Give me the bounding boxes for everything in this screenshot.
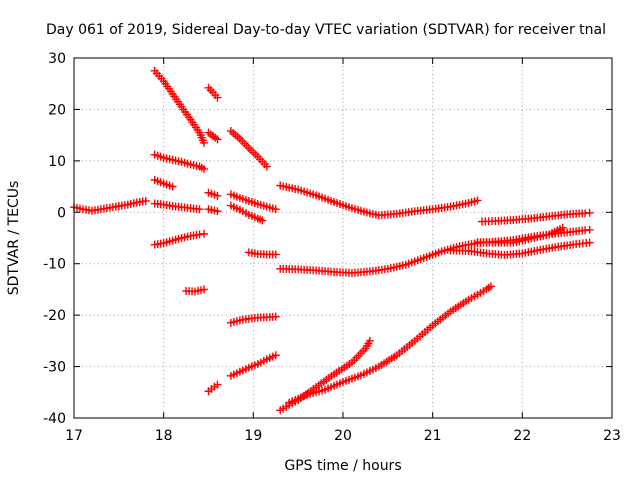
- series-arc1: [70, 196, 150, 215]
- data-point: [558, 223, 567, 232]
- data-point: [365, 336, 374, 345]
- series-arc13: [226, 127, 271, 171]
- series-arc9: [204, 128, 222, 144]
- data-point: [486, 282, 495, 291]
- series-arc19: [276, 181, 482, 220]
- y-tick-label: 20: [48, 102, 66, 118]
- y-tick-label: -10: [43, 257, 66, 273]
- x-tick-label: 23: [603, 428, 621, 444]
- y-tick-label: 30: [48, 51, 66, 67]
- data-point: [213, 191, 222, 200]
- series-arc17: [226, 312, 280, 327]
- series-arc11: [204, 205, 222, 216]
- series-arc16: [244, 248, 280, 259]
- series-arc4: [150, 175, 177, 191]
- x-tick-label: 17: [65, 428, 83, 444]
- series-arc23: [477, 208, 594, 226]
- y-tick-label: -40: [43, 411, 66, 427]
- series-arc8: [204, 83, 222, 102]
- series-arc7: [182, 285, 209, 296]
- series-arc12: [204, 380, 222, 396]
- y-tick-label: 10: [48, 154, 66, 170]
- y-axis-label: SDTVAR / TECUs: [6, 181, 22, 296]
- x-tick-label: 22: [513, 428, 531, 444]
- x-tick-label: 19: [244, 428, 262, 444]
- data-point: [271, 250, 280, 259]
- axis-ticks: 17 18 19 20 21 22 23 -40 -30 -20 -10 0 10 20 30: [43, 51, 621, 444]
- data-point: [473, 196, 482, 205]
- data-point: [271, 205, 280, 214]
- x-tick-label: 20: [334, 428, 352, 444]
- series-arc18: [226, 351, 280, 380]
- data-points: [70, 66, 594, 415]
- data-point: [213, 135, 222, 144]
- data-point: [141, 196, 150, 205]
- data-point: [262, 162, 271, 171]
- series-arc10: [204, 188, 222, 200]
- data-point: [258, 216, 267, 225]
- data-point: [200, 138, 209, 147]
- y-tick-label: 0: [57, 205, 66, 221]
- data-point: [585, 238, 594, 247]
- x-axis-label: GPS time / hours: [284, 458, 401, 474]
- data-point: [200, 229, 209, 238]
- data-point: [213, 380, 222, 389]
- series-arc14: [226, 190, 280, 214]
- data-point: [200, 165, 209, 174]
- series-arc2: [150, 66, 209, 147]
- data-point: [213, 93, 222, 102]
- series-arc21: [446, 238, 594, 259]
- series-arc6: [150, 229, 209, 249]
- series-arc25: [285, 282, 495, 407]
- series-arc15: [226, 201, 267, 225]
- x-tick-label: 18: [155, 428, 173, 444]
- data-point: [213, 207, 222, 216]
- data-point: [195, 205, 204, 214]
- series-arc22: [473, 223, 567, 247]
- data-point: [271, 351, 280, 360]
- series-arc5: [150, 199, 204, 214]
- y-tick-label: -20: [43, 308, 66, 324]
- data-point: [585, 208, 594, 217]
- data-point: [271, 312, 280, 321]
- x-tick-label: 21: [424, 428, 442, 444]
- y-tick-label: -30: [43, 360, 66, 376]
- data-point: [168, 182, 177, 191]
- chart-title: Day 061 of 2019, Sidereal Day-to-day VTE…: [46, 22, 606, 38]
- data-point: [200, 285, 209, 294]
- data-point: [585, 225, 594, 234]
- series-arc3: [150, 150, 209, 174]
